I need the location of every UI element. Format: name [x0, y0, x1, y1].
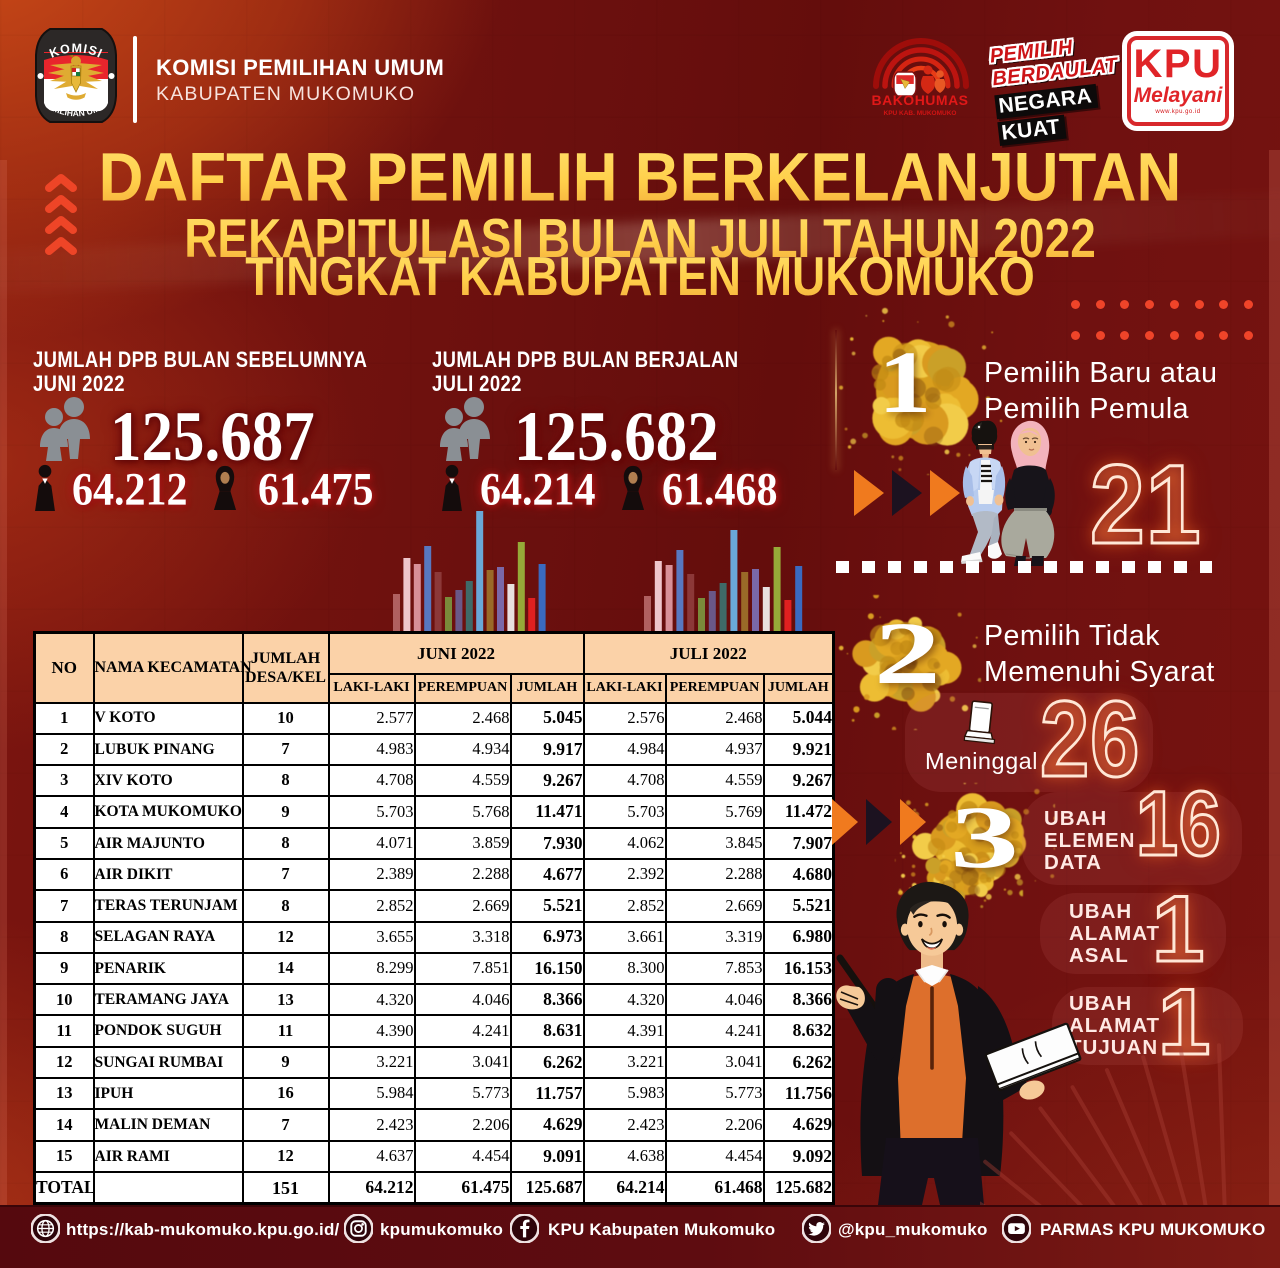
svg-text:BAKOHUMAS: BAKOHUMAS — [871, 92, 968, 108]
svg-text:KOMISI: KOMISI — [47, 41, 105, 61]
svg-text:KPU KAB. MUKOMUKO: KPU KAB. MUKOMUKO — [884, 110, 957, 117]
